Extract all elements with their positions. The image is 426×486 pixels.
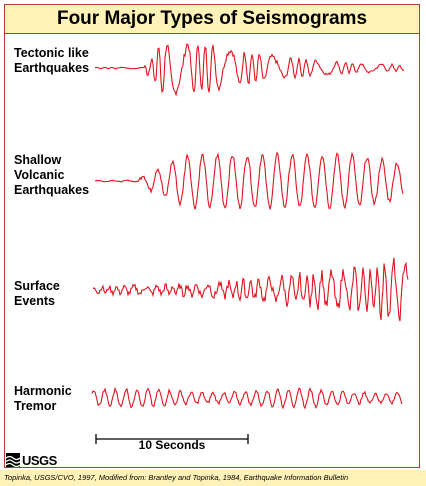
shallow-volcanic-seismogram-trace <box>94 151 404 210</box>
usgs-wave-icon <box>6 453 20 467</box>
trace-label-shallow-volcanic: Shallow Volcanic Earthquakes <box>14 153 90 197</box>
scale-bar <box>95 434 249 444</box>
harmonic-tremor-seismogram-trace <box>91 386 403 410</box>
usgs-logo: USGS <box>6 452 57 468</box>
trace-label-surface-events: Surface Events <box>14 279 60 308</box>
trace-label-tectonic: Tectonic like Earthquakes <box>14 46 90 75</box>
source-credit: Topinka, USGS/CVO, 1997, Modified from: … <box>0 470 426 486</box>
surface-events-seismogram-trace <box>92 257 409 322</box>
scale-bar-label: 10 Seconds <box>138 438 206 452</box>
usgs-logo-text: USGS <box>22 452 57 468</box>
figure-frame <box>4 4 420 468</box>
trace-label-harmonic-tremor: Harmonic Tremor <box>14 384 72 413</box>
tectonic-seismogram-trace <box>94 43 405 97</box>
figure-title: Four Major Types of Seismograms <box>4 4 420 34</box>
